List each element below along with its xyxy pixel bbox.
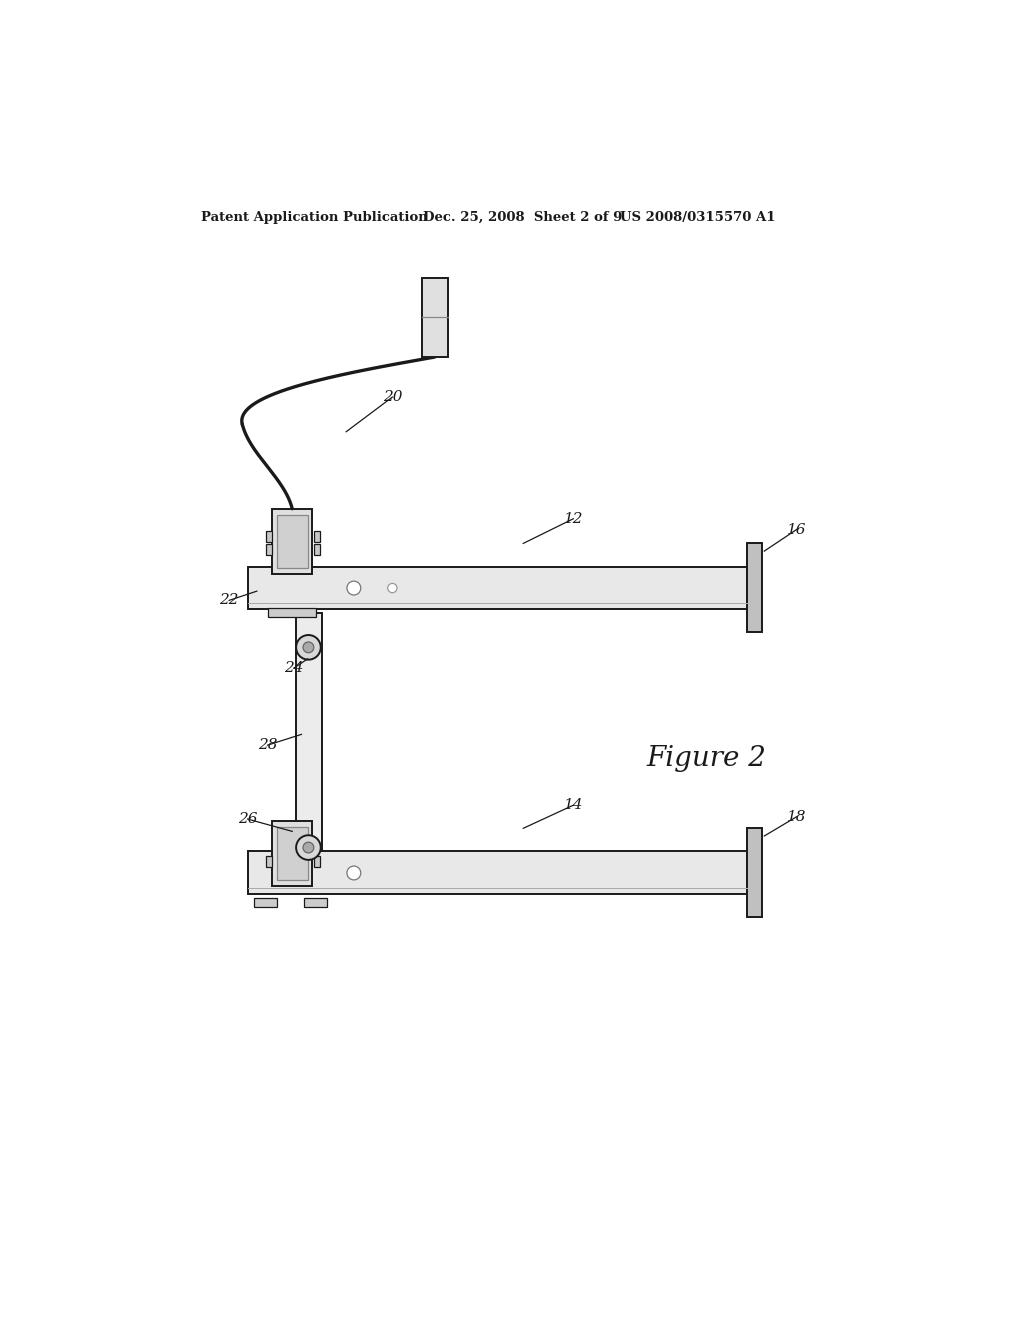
Circle shape xyxy=(296,635,321,660)
Circle shape xyxy=(347,866,360,880)
Bar xyxy=(266,857,272,867)
Bar xyxy=(272,821,312,886)
Text: 26: 26 xyxy=(238,812,257,826)
Bar xyxy=(266,531,272,543)
Text: 20: 20 xyxy=(383,391,402,404)
Bar xyxy=(746,544,762,632)
Bar xyxy=(313,531,319,543)
Text: 28: 28 xyxy=(258,738,278,752)
Bar xyxy=(276,515,307,568)
Circle shape xyxy=(296,836,321,859)
Circle shape xyxy=(347,581,360,595)
Bar xyxy=(272,508,312,574)
Text: Dec. 25, 2008  Sheet 2 of 9: Dec. 25, 2008 Sheet 2 of 9 xyxy=(423,211,623,224)
Bar xyxy=(268,609,316,618)
Bar xyxy=(254,898,276,907)
Bar xyxy=(296,612,322,851)
Circle shape xyxy=(303,642,313,653)
Bar xyxy=(276,826,307,880)
Text: 18: 18 xyxy=(786,809,806,824)
Bar xyxy=(248,566,746,609)
Text: 22: 22 xyxy=(219,594,239,607)
Bar xyxy=(313,857,319,867)
Text: 24: 24 xyxy=(284,661,303,675)
Text: Figure 2: Figure 2 xyxy=(646,746,766,772)
Bar xyxy=(266,544,272,554)
Circle shape xyxy=(388,583,397,593)
Bar xyxy=(248,851,746,894)
Bar xyxy=(422,277,447,358)
Circle shape xyxy=(303,842,313,853)
Text: 16: 16 xyxy=(786,523,806,536)
Text: Patent Application Publication: Patent Application Publication xyxy=(202,211,428,224)
Bar xyxy=(313,544,319,554)
Text: 14: 14 xyxy=(563,799,583,812)
Text: 12: 12 xyxy=(563,512,583,525)
Text: US 2008/0315570 A1: US 2008/0315570 A1 xyxy=(620,211,775,224)
Bar xyxy=(746,829,762,917)
Bar xyxy=(304,898,327,907)
